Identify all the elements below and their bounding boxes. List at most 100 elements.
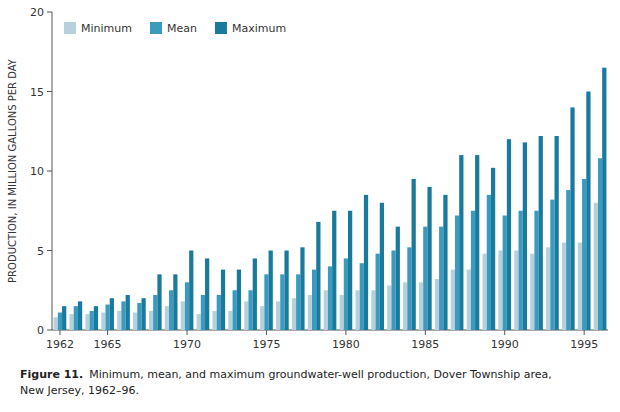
- caption-text: New Jersey, 1962–96.: [20, 384, 139, 397]
- x-tick-label: 1990: [491, 338, 519, 351]
- bar: [423, 227, 427, 330]
- bar: [189, 251, 193, 331]
- bar: [483, 254, 487, 330]
- bar: [300, 247, 304, 330]
- bar: [165, 306, 169, 330]
- bar: [217, 295, 221, 330]
- bar: [62, 306, 66, 330]
- bar: [407, 247, 411, 330]
- bar: [340, 295, 344, 330]
- bar: [137, 303, 141, 330]
- x-tick: [107, 330, 108, 335]
- axes: 0510152019621965197019751980198519901995: [30, 6, 608, 351]
- x-tick: [504, 330, 505, 335]
- bar: [523, 142, 527, 330]
- y-tick: [47, 330, 52, 331]
- bar: [451, 270, 455, 330]
- bar: [487, 195, 491, 330]
- bar: [296, 274, 300, 330]
- y-tick-label: 5: [37, 245, 44, 258]
- bar: [292, 298, 296, 330]
- bar: [539, 136, 543, 330]
- bar: [578, 243, 582, 330]
- bar: [101, 313, 105, 330]
- bar: [364, 195, 368, 330]
- bar: [169, 290, 173, 330]
- bar: [491, 168, 495, 330]
- bar: [133, 313, 137, 330]
- bar: [419, 282, 423, 330]
- bar: [264, 274, 268, 330]
- y-tick-label: 10: [30, 165, 44, 178]
- bars: [54, 68, 607, 330]
- bar: [435, 279, 439, 330]
- bar: [360, 263, 364, 330]
- bar: [562, 243, 566, 330]
- bar: [455, 216, 459, 330]
- bar: [244, 301, 248, 330]
- bar: [570, 107, 574, 330]
- y-axis-line: [52, 12, 53, 330]
- y-tick: [47, 250, 52, 251]
- bar: [58, 313, 62, 330]
- bar: [237, 270, 241, 330]
- caption: Figure 11.Minimum, mean, and maximum gro…: [20, 368, 552, 397]
- bar: [519, 211, 523, 330]
- bar: [332, 211, 336, 330]
- bar: [54, 317, 58, 330]
- bar: [284, 251, 288, 331]
- bar: [459, 155, 463, 330]
- bar: [598, 158, 602, 330]
- caption-text: Minimum, mean, and maximum groundwater-w…: [89, 368, 552, 381]
- bar: [507, 139, 511, 330]
- x-tick-label: 1985: [411, 338, 439, 351]
- y-axis-label: PRODUCTION, IN MILLION GALLONS PER DAY: [7, 58, 18, 283]
- bar: [308, 295, 312, 330]
- bar: [74, 306, 78, 330]
- bar: [117, 311, 121, 330]
- bar: [90, 311, 94, 330]
- bar: [105, 305, 109, 330]
- bar: [312, 270, 316, 330]
- bar: [566, 190, 570, 330]
- bar: [260, 306, 264, 330]
- x-tick: [187, 330, 188, 335]
- x-tick-label: 1962: [46, 338, 74, 351]
- bar: [69, 314, 73, 330]
- bar: [280, 274, 284, 330]
- bar: [443, 195, 447, 330]
- legend-swatch: [64, 22, 76, 34]
- bar: [212, 311, 216, 330]
- bar: [185, 282, 189, 330]
- bar: [348, 211, 352, 330]
- bar: [110, 298, 114, 330]
- bar: [503, 216, 507, 330]
- x-tick: [266, 330, 267, 335]
- bar: [157, 274, 161, 330]
- bar: [228, 311, 232, 330]
- bar: [248, 290, 252, 330]
- legend-label: Minimum: [81, 22, 132, 35]
- y-tick-label: 15: [30, 86, 44, 99]
- x-tick: [345, 330, 346, 335]
- bar: [253, 258, 257, 330]
- bar: [498, 251, 502, 331]
- bar: [403, 282, 407, 330]
- bar: [586, 92, 590, 331]
- bar: [355, 290, 359, 330]
- bar: [233, 290, 237, 330]
- x-tick-label: 1980: [332, 338, 360, 351]
- bar: [396, 227, 400, 330]
- bar: [594, 203, 598, 330]
- y-tick-label: 20: [30, 6, 44, 19]
- bar: [391, 251, 395, 331]
- y-tick: [47, 12, 52, 13]
- bar: [276, 301, 280, 330]
- bar: [316, 222, 320, 330]
- bar: [380, 203, 384, 330]
- bar: [149, 311, 153, 330]
- x-tick: [584, 330, 585, 335]
- y-tick: [47, 91, 52, 92]
- bar: [85, 314, 89, 330]
- x-tick: [59, 330, 60, 335]
